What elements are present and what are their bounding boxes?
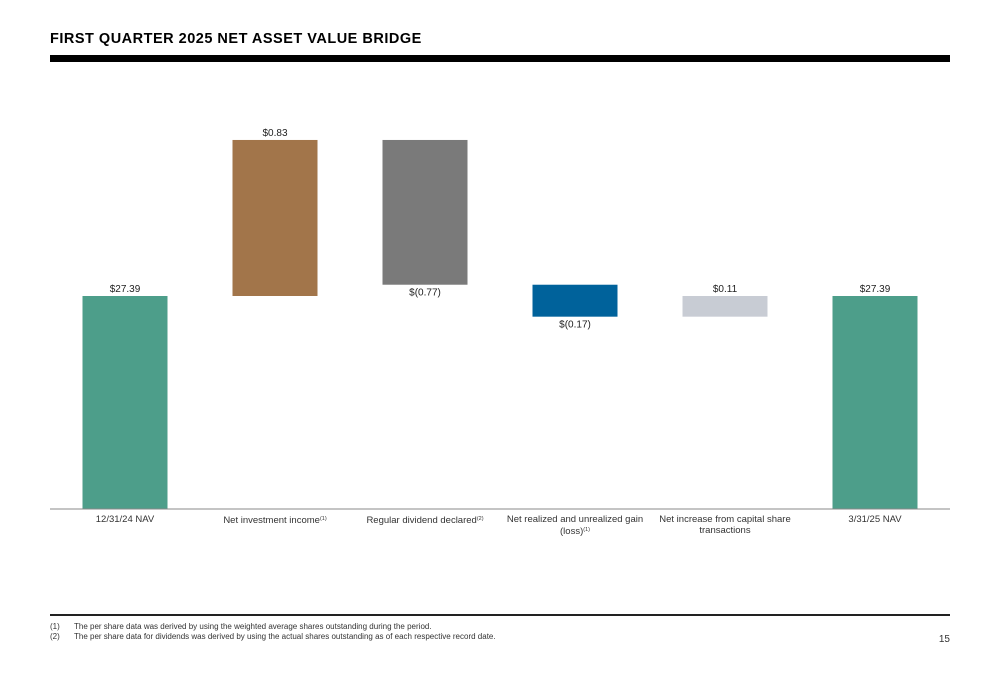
page-number: 15 [938,634,950,645]
data-label-3: $(0.77) [409,288,441,299]
data-label-6: $27.39 [860,284,891,295]
data-label-2: $0.83 [262,128,287,139]
x-label-6: 3/31/25 NAV [800,514,950,525]
footnote-2: (2) The per share data for dividends was … [50,632,496,641]
footnote-1: (1) The per share data was derived by usi… [50,622,432,631]
bar-2 [232,139,318,296]
bar-3 [382,139,468,285]
data-label-5: $0.11 [713,284,738,295]
bar-1 [82,296,168,509]
x-label-4: Net realized and unrealized gain (loss)(… [500,514,650,537]
bar-4 [532,284,618,317]
title-rule [50,55,950,62]
bar-5 [682,296,768,317]
x-label-text-5: Net increase from capital share transact… [659,514,791,536]
x-label-text-2: Net investment income [223,515,320,526]
x-label-2: Net investment income(1) [200,514,350,526]
footnote-1-text: The per share data was derived by using … [74,622,432,631]
x-label-1: 12/31/24 NAV [50,514,200,525]
nav-bridge-chart: $27.39 $0.83 $(0.77) $(0.17) $0.11 $27.39 [50,128,950,510]
page-title: FIRST QUARTER 2025 NET ASSET VALUE BRIDG… [50,31,422,47]
footnote-1-number: (1) [50,622,60,631]
x-label-5: Net increase from capital share transact… [650,514,800,536]
footnote-2-text: The per share data for dividends was der… [74,632,496,641]
data-label-4: $(0.17) [559,320,591,331]
footnote-rule [50,614,950,616]
x-label-footnote-ref-4: (1) [583,527,590,533]
x-label-text-6: 3/31/25 NAV [848,514,902,525]
x-label-footnote-ref-3: (2) [476,516,484,522]
x-label-3: Regular dividend declared(2) [350,514,500,526]
footnote-2-number: (2) [50,632,60,641]
x-label-text-3: Regular dividend declared [366,515,477,526]
bar-6 [832,296,918,509]
data-label-1: $27.39 [110,284,141,295]
x-label-text-1: 12/31/24 NAV [95,514,155,525]
x-label-text-4: Net realized and unrealized gain (loss) [506,514,644,537]
x-label-footnote-ref-2: (1) [319,516,327,522]
